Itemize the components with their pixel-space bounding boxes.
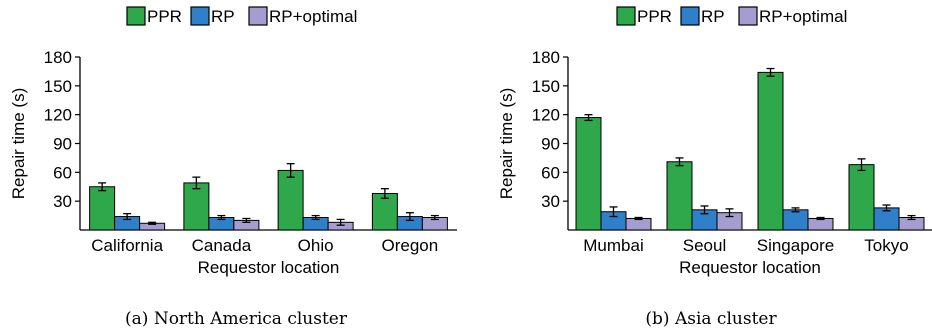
legend-swatch-0 — [616, 6, 636, 26]
bar-ppr-3 — [848, 164, 875, 231]
legend-label-0: PPR — [637, 7, 672, 26]
legend-label-0: PPR — [147, 7, 182, 26]
bar-ppr-3 — [371, 192, 398, 231]
bar-rp-2 — [782, 209, 809, 231]
legend-label-2: RP+optimal — [759, 7, 847, 26]
legend: PPR RP RP+optimal — [126, 6, 357, 26]
legend-label-1: RP — [701, 7, 725, 26]
bar-ppr-1 — [183, 182, 210, 231]
legend-label-1: RP — [211, 7, 235, 26]
panel-caption: (b) Asia cluster — [645, 309, 777, 329]
x-tick-label-2: Ohio — [298, 236, 334, 255]
legend-swatch-1 — [190, 6, 210, 26]
legend-swatch-0 — [126, 6, 146, 26]
y-tick-label-3: 120 — [44, 106, 72, 125]
bar-rp-optimal-2 — [807, 217, 834, 231]
y-axis-label: Repair time (s) — [497, 88, 516, 199]
bar-ppr-0 — [575, 117, 602, 231]
x-axis-label: Requestor location — [679, 258, 821, 277]
y-tick-label-1: 60 — [541, 163, 560, 182]
x-tick-label-0: Mumbai — [583, 236, 643, 255]
y-tick-label-2: 90 — [53, 135, 72, 154]
panel-caption: (a) North America cluster — [125, 309, 348, 329]
y-tick-label-1: 60 — [53, 163, 72, 182]
y-tick-label-3: 120 — [532, 106, 560, 125]
x-tick-label-2: Singapore — [757, 236, 835, 255]
x-tick-label-0: California — [91, 236, 163, 255]
x-tick-label-3: Oregon — [382, 236, 439, 255]
bar-ppr-2 — [757, 71, 784, 231]
legend-label-2: RP+optimal — [269, 7, 357, 26]
legend-swatch-2 — [738, 6, 758, 26]
y-axis-label: Repair time (s) — [9, 88, 28, 199]
y-tick-label-2: 90 — [541, 135, 560, 154]
y-tick-label-0: 30 — [541, 192, 560, 211]
bar-ppr-2 — [277, 169, 304, 231]
x-axis-label: Requestor location — [198, 258, 340, 277]
bar-ppr-0 — [89, 186, 116, 231]
y-tick-label-4: 150 — [44, 77, 72, 96]
x-tick-label-1: Canada — [192, 236, 252, 255]
legend-swatch-2 — [248, 6, 268, 26]
panel-asia: PPR RP RP+optimal 30 60 90 120 150 180 Repair tim… — [497, 6, 932, 329]
x-tick-label-1: Seoul — [683, 236, 726, 255]
y-tick-label-0: 30 — [53, 192, 72, 211]
y-tick-label-5: 180 — [532, 48, 560, 67]
y-tick-label-5: 180 — [44, 48, 72, 67]
panel-north-america: PPR RP RP+optimal 30 60 90 120 150 180 Repair tim… — [9, 6, 457, 329]
x-tick-label-3: Tokyo — [864, 236, 908, 255]
legend: PPR RP RP+optimal — [616, 6, 847, 26]
y-tick-label-4: 150 — [532, 77, 560, 96]
bar-ppr-1 — [666, 161, 693, 231]
bar-rp-optimal-0 — [625, 217, 652, 231]
legend-swatch-1 — [680, 6, 700, 26]
